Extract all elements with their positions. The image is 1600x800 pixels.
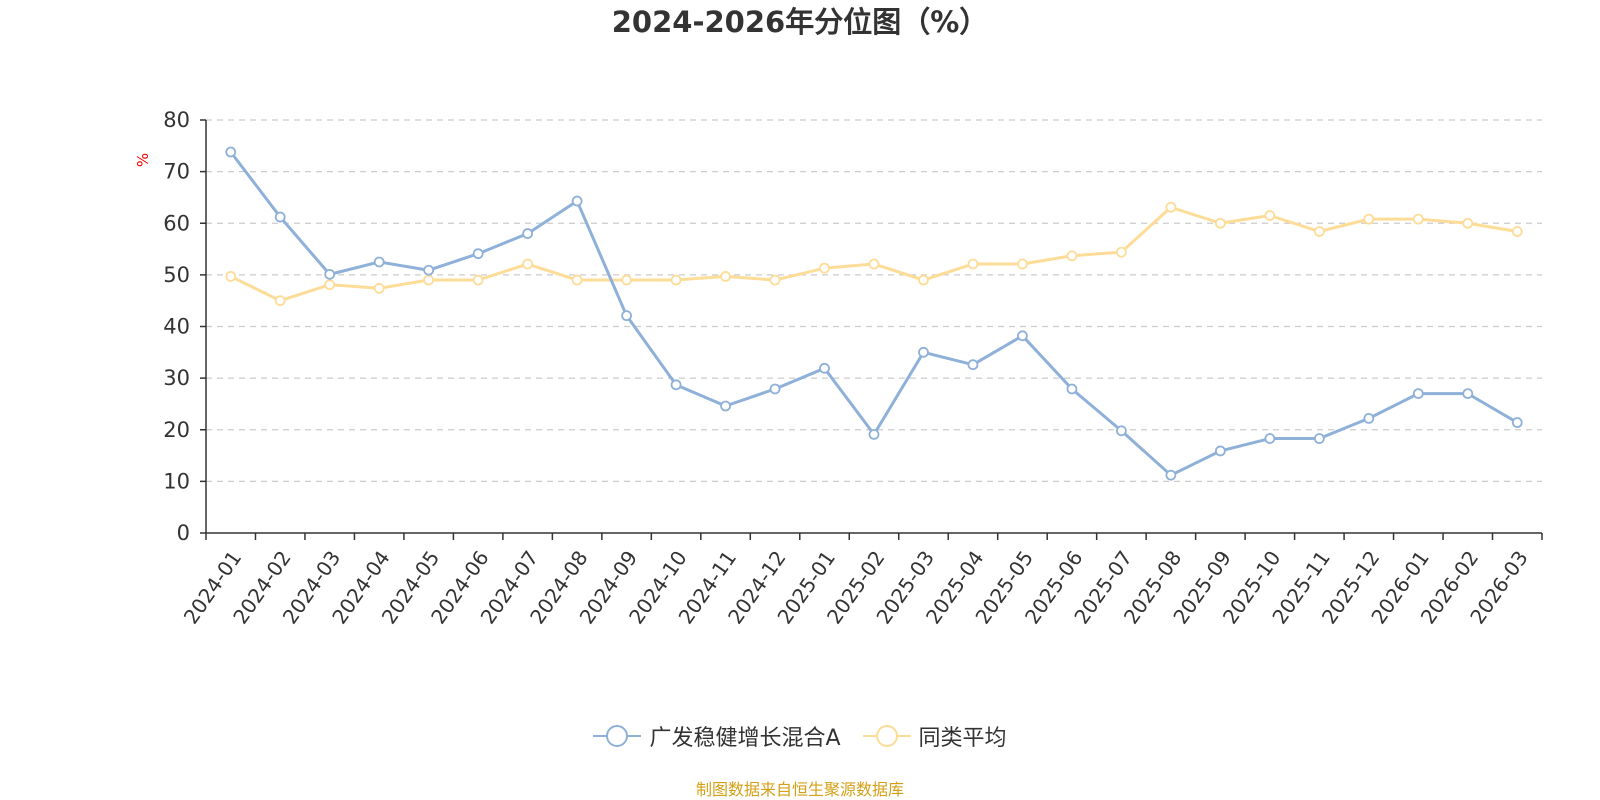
data-point[interactable] xyxy=(1363,412,1375,424)
data-point[interactable] xyxy=(423,274,435,286)
data-point[interactable] xyxy=(1264,433,1276,444)
grid-lines xyxy=(206,119,1542,482)
data-point[interactable] xyxy=(472,274,484,286)
data-point[interactable] xyxy=(769,274,781,286)
series-lines xyxy=(225,146,1523,481)
data-point[interactable] xyxy=(621,274,632,286)
series-line-2 xyxy=(230,205,1518,303)
legend-marker-icon xyxy=(593,725,642,747)
y-tick-label: 0 xyxy=(177,521,190,545)
data-point[interactable] xyxy=(324,279,336,291)
legend-item-series-2[interactable]: 同类平均 xyxy=(862,720,1007,752)
data-point[interactable] xyxy=(522,228,534,239)
data-point[interactable] xyxy=(1116,246,1127,258)
data-point[interactable] xyxy=(1462,217,1474,229)
data-point[interactable] xyxy=(1066,250,1078,262)
y-tick-label: 10 xyxy=(163,469,190,493)
data-point[interactable] xyxy=(373,256,385,268)
data-point[interactable] xyxy=(1462,388,1474,400)
data-point[interactable] xyxy=(225,146,237,158)
data-point[interactable] xyxy=(670,274,682,286)
data-point[interactable] xyxy=(324,268,336,280)
legend-marker-icon xyxy=(862,725,911,747)
data-point[interactable] xyxy=(1363,213,1375,225)
legend-label: 同类平均 xyxy=(918,726,1007,751)
data-point[interactable] xyxy=(819,362,830,374)
data-point[interactable] xyxy=(1165,469,1177,481)
data-point[interactable] xyxy=(571,274,583,286)
y-tick-label: 60 xyxy=(163,211,190,235)
data-point[interactable] xyxy=(720,400,731,412)
data-point[interactable] xyxy=(1412,213,1424,225)
data-point[interactable] xyxy=(1066,383,1078,395)
y-tick-label: 50 xyxy=(163,263,190,287)
data-point[interactable] xyxy=(1511,226,1523,237)
data-point[interactable] xyxy=(967,359,979,371)
data-point[interactable] xyxy=(1165,201,1177,213)
y-tick-label: 30 xyxy=(163,366,190,390)
y-tick-label: 70 xyxy=(163,160,190,184)
data-point[interactable] xyxy=(1313,433,1325,444)
data-point[interactable] xyxy=(225,271,237,282)
data-point[interactable] xyxy=(373,282,385,294)
data-point[interactable] xyxy=(1412,388,1424,400)
data-point[interactable] xyxy=(1313,226,1325,237)
y-tick-label: 40 xyxy=(163,315,190,339)
data-point[interactable] xyxy=(670,379,682,391)
legend: 广发稳健增长混合A 同类平均 xyxy=(0,720,1600,752)
data-point[interactable] xyxy=(1017,258,1028,270)
y-tick-label: 20 xyxy=(163,418,190,442)
data-point[interactable] xyxy=(571,195,583,207)
data-point[interactable] xyxy=(472,248,484,260)
data-point[interactable] xyxy=(1214,445,1226,457)
data-point[interactable] xyxy=(1511,417,1523,428)
data-point[interactable] xyxy=(769,383,781,395)
data-point[interactable] xyxy=(819,262,830,274)
axes: 010203040506070802024-012024-022024-0320… xyxy=(163,108,1543,628)
y-tick-label: 80 xyxy=(163,108,190,132)
data-point[interactable] xyxy=(522,258,534,270)
data-point[interactable] xyxy=(1264,210,1276,221)
data-point[interactable] xyxy=(720,271,731,282)
series-line-1 xyxy=(229,151,1519,477)
chart-title: 2024-2026年分位图（%） xyxy=(611,5,989,39)
data-point[interactable] xyxy=(621,310,632,322)
data-point[interactable] xyxy=(423,264,435,276)
legend-label: 广发稳健增长混合A xyxy=(649,726,841,751)
data-point[interactable] xyxy=(274,295,286,307)
legend-item-series-1[interactable]: 广发稳健增长混合A xyxy=(593,720,841,752)
data-point[interactable] xyxy=(918,274,929,286)
data-point[interactable] xyxy=(1116,425,1127,437)
data-point[interactable] xyxy=(967,258,979,270)
data-point[interactable] xyxy=(868,258,880,270)
data-point[interactable] xyxy=(1214,217,1226,229)
data-point[interactable] xyxy=(1017,330,1028,342)
y-axis-label: % xyxy=(134,153,152,167)
data-point[interactable] xyxy=(868,428,880,440)
data-point[interactable] xyxy=(274,211,286,223)
data-point[interactable] xyxy=(918,346,929,358)
source-note: 制图数据来自恒生聚源数据库 xyxy=(695,780,904,799)
